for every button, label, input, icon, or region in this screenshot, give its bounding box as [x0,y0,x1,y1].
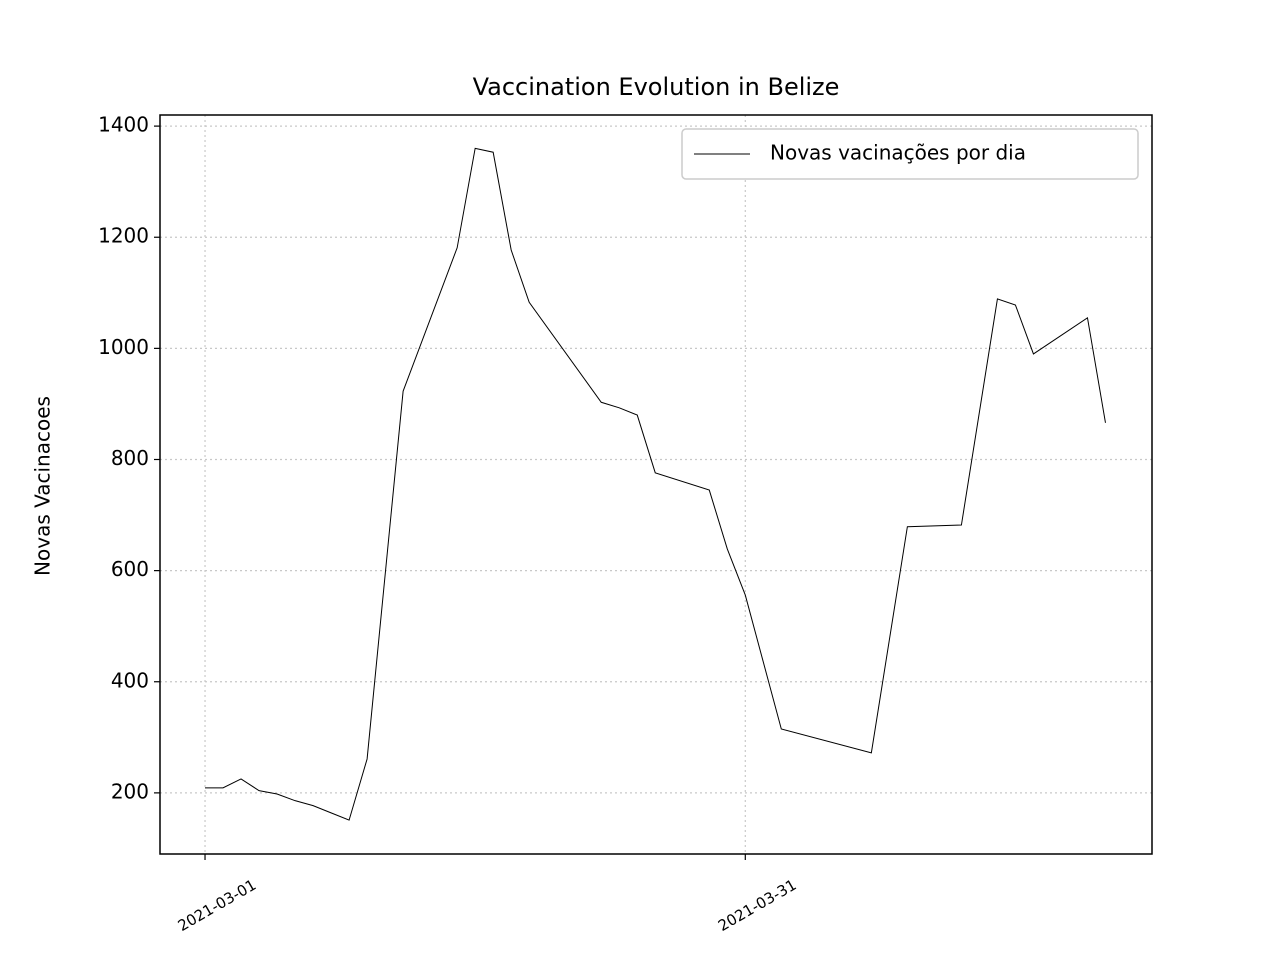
y-tick-label: 1000 [98,335,149,359]
legend-box [681,128,1139,180]
legend-label: Novas vacinações por dia [770,141,1026,165]
y-axis-label: Novas Vacinacoes [31,396,55,576]
y-tick-label: 1400 [98,113,149,137]
y-tick-label: 200 [111,779,149,803]
x-tick-label: 2021-03-01 [175,876,260,935]
y-tick-label: 400 [111,668,149,692]
x-tick-label: 2021-03-31 [715,876,800,935]
x-axis-label: Date [632,959,680,960]
y-tick-label: 600 [111,557,149,581]
plot-frame [159,114,1153,855]
y-tick-label: 800 [111,446,149,470]
y-tick-label: 1200 [98,224,149,248]
data-line [205,147,1106,821]
chart-title: Vaccination Evolution in Belize [473,73,840,101]
